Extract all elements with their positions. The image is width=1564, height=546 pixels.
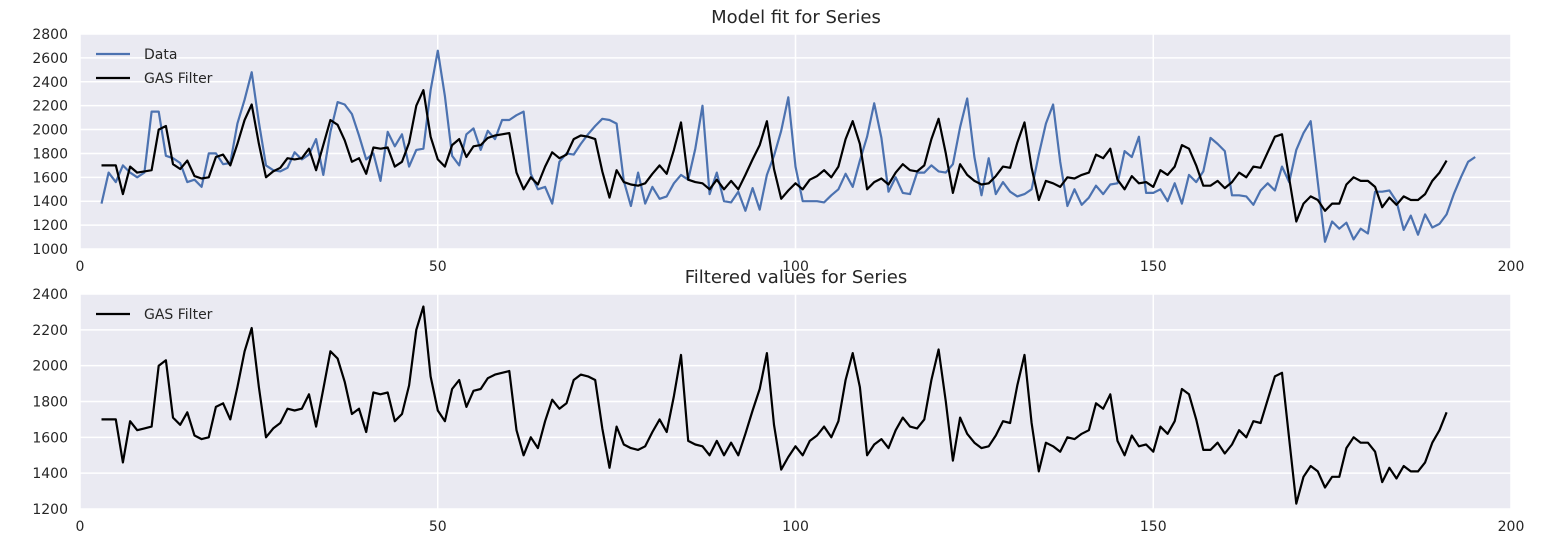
x-tick-label: 150 xyxy=(1140,519,1167,535)
y-tick-label: 1600 xyxy=(32,430,68,446)
x-tick-label: 50 xyxy=(429,519,447,535)
model-fit-chart: Model fit for Series 1000120014001600180… xyxy=(32,7,1524,275)
series-line xyxy=(101,305,1448,505)
y-tick-label: 1200 xyxy=(32,502,68,518)
x-tick-label: 100 xyxy=(782,519,809,535)
y-tick-label: 1800 xyxy=(32,146,68,162)
y-tick-label: 2400 xyxy=(32,75,68,91)
x-tick-label: 200 xyxy=(1498,259,1525,275)
x-tick-label: 0 xyxy=(76,259,85,275)
x-tick-label: 150 xyxy=(1140,259,1167,275)
y-tick-label: 2200 xyxy=(32,323,68,339)
y-tick-label: 1600 xyxy=(32,170,68,186)
filtered-values-chart: Filtered values for Series 1200 1400 1600 1… xyxy=(32,267,1524,535)
y-tick-label: 2000 xyxy=(32,123,68,139)
y-tick-label: 2600 xyxy=(32,51,68,67)
y-tick-label: 2800 xyxy=(32,27,68,43)
series-line xyxy=(100,49,1476,243)
y-tick-label: 1400 xyxy=(32,466,68,482)
y-tick-label: 1000 xyxy=(32,242,68,258)
x-tick-label: 100 xyxy=(782,259,809,275)
y-tick-label: 1800 xyxy=(32,395,68,411)
y-tick-label: 2200 xyxy=(32,99,68,115)
x-tick-label: 200 xyxy=(1498,519,1525,535)
legend-label: GAS Filter xyxy=(144,307,213,323)
y-tick-label: 1400 xyxy=(32,194,68,210)
legend-label: Data xyxy=(144,47,177,63)
x-tick-label: 0 xyxy=(76,519,85,535)
chart-title: Model fit for Series xyxy=(711,7,881,28)
y-tick-label: 2000 xyxy=(32,359,68,375)
y-tick-label: 1200 xyxy=(32,218,68,234)
x-tick-label: 50 xyxy=(429,259,447,275)
legend-label: GAS Filter xyxy=(144,71,213,87)
y-tick-label: 2400 xyxy=(32,287,68,303)
series-line xyxy=(101,88,1448,223)
chart-title: Filtered values for Series xyxy=(685,267,908,288)
